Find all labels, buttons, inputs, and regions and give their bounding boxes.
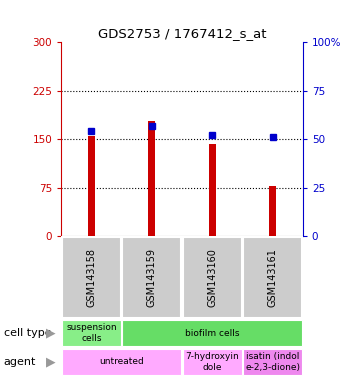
Text: GSM143160: GSM143160	[207, 248, 217, 307]
Text: ▶: ▶	[46, 327, 56, 339]
Bar	[269, 186, 276, 236]
Text: GSM143161: GSM143161	[267, 248, 278, 307]
Text: untreated: untreated	[99, 358, 144, 366]
Text: 7-hydroxyin
dole: 7-hydroxyin dole	[185, 352, 239, 372]
Text: biofilm cells: biofilm cells	[185, 329, 239, 338]
Text: GSM143159: GSM143159	[147, 248, 157, 307]
Title: GDS2753 / 1767412_s_at: GDS2753 / 1767412_s_at	[98, 26, 266, 40]
Bar	[183, 349, 242, 375]
Text: isatin (indol
e-2,3-dione): isatin (indol e-2,3-dione)	[245, 352, 300, 372]
Bar	[209, 144, 216, 236]
Bar	[243, 237, 302, 318]
Bar	[148, 121, 155, 236]
Bar	[183, 237, 242, 318]
Text: cell type: cell type	[4, 328, 51, 338]
Text: ▶: ▶	[46, 356, 56, 368]
Bar	[122, 237, 181, 318]
Bar	[88, 136, 95, 236]
Bar	[62, 320, 121, 346]
Text: GSM143158: GSM143158	[86, 248, 97, 307]
Text: agent: agent	[4, 357, 36, 367]
Text: suspension
cells: suspension cells	[66, 323, 117, 343]
Bar	[62, 349, 181, 375]
Bar	[122, 320, 302, 346]
Bar	[243, 349, 302, 375]
Bar	[62, 237, 121, 318]
